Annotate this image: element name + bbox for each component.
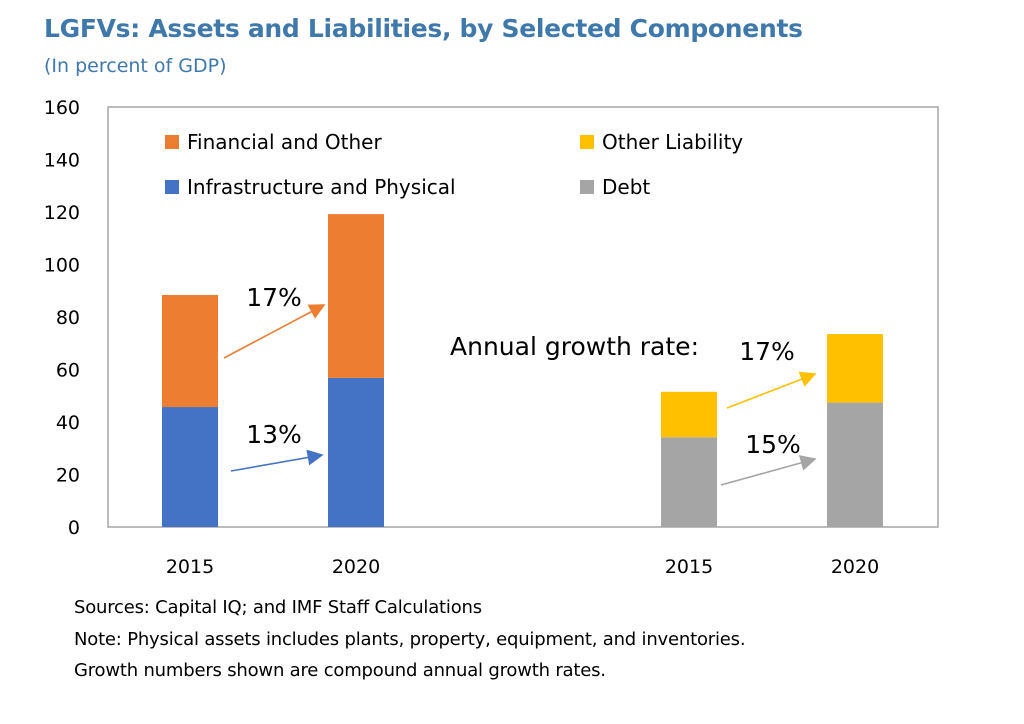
legend-swatch [165,180,179,194]
chart-title: LGFVs: Assets and Liabilities, by Select… [44,14,803,43]
x-tick-label: 2020 [332,556,380,578]
bar-assets-2020-infrastructure-and-physical [328,377,384,527]
bar-liabilities-2015-other-liability [661,391,717,438]
bar-liabilities-2015-debt [661,437,717,527]
y-tick-label: 120 [44,202,80,224]
growth-arrows: 17% 13% 17% 15% [223,283,817,486]
y-tick-label: 140 [44,150,80,172]
footnote-sources: Sources: Capital IQ; and IMF Staff Calcu… [74,597,482,618]
growth-label-other-liability: 17% [739,337,795,366]
footnote-growth-numbers: Growth numbers shown are compound annual… [74,660,606,681]
y-tick-label: 0 [68,517,80,539]
growth-arrow-debt [720,455,817,486]
legend-label: Debt [602,175,650,199]
legend-swatch [165,135,179,149]
bar-assets-2020-financial-and-other [328,214,384,378]
bar-assets-2015-infrastructure-and-physical [162,407,218,527]
x-tick-label: 2020 [831,556,879,578]
growth-label-infrastructure-and-physical: 13% [246,420,302,449]
growth-label-debt: 15% [745,430,801,459]
y-tick-label: 60 [56,360,80,382]
bars [162,214,883,527]
plot-area [107,106,939,528]
legend-label: Financial and Other [187,130,382,154]
x-axis: 2015 2020 2015 2020 [166,556,879,578]
legend-swatch [580,135,594,149]
y-tick-label: 80 [56,307,80,329]
y-tick-label: 100 [44,255,80,277]
bar-liabilities-2020-debt [827,402,883,527]
bar-liabilities-2020-other-liability [827,334,883,403]
y-tick-label: 20 [56,465,80,487]
annotation-annual-growth-rate: Annual growth rate: [450,332,699,361]
growth-label-financial-and-other: 17% [246,283,302,312]
footnote-physical-assets: Note: Physical assets includes plants, p… [74,628,746,650]
legend: Financial and Other Other Liability Infras… [165,130,743,199]
y-tick-label: 160 [44,97,80,119]
legend-swatch [580,180,594,194]
growth-arrow-financial-and-other [223,304,326,359]
x-tick-label: 2015 [166,556,214,578]
x-tick-label: 2015 [665,556,713,578]
growth-arrow-infrastructure-and-physical [230,449,324,472]
legend-label: Infrastructure and Physical [187,175,456,199]
y-tick-label: 40 [56,412,80,434]
bar-assets-2015-financial-and-other [162,294,218,408]
footnotes: Sources: Capital IQ; and IMF Staff Calcu… [74,592,746,687]
chart-subtitle: (In percent of GDP) [44,55,227,77]
legend-label: Other Liability [602,130,743,154]
growth-arrow-other-liability [726,371,817,409]
y-axis: 0 20 40 60 80 100 120 140 160 [44,97,80,539]
